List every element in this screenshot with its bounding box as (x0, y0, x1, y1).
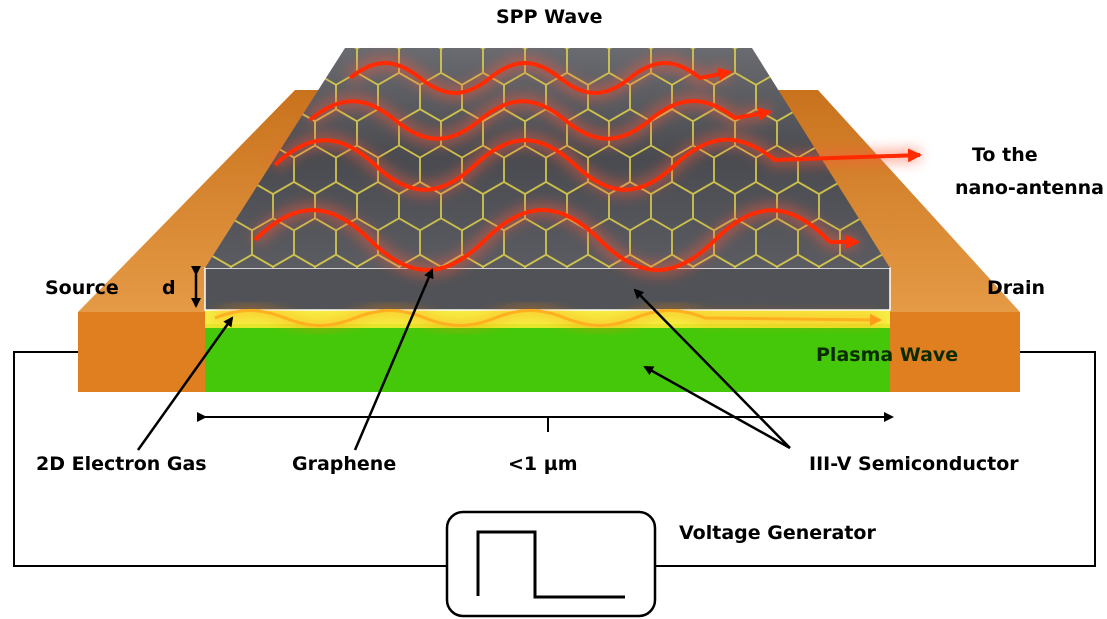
electron-gas-label: 2D Electron Gas (36, 453, 207, 475)
voltage-generator-box (445, 510, 657, 618)
thickness-label: d (162, 277, 176, 299)
source-contact-top (78, 90, 345, 312)
circuit-wire-right (655, 351, 1096, 567)
spp-wave (253, 61, 922, 272)
drain-label: Drain (987, 277, 1046, 299)
graphene-pointer (353, 268, 434, 451)
voltage-generator-label: Voltage Generator (679, 522, 876, 544)
source-contact-face (78, 312, 205, 392)
drain-contact-top (758, 90, 1020, 312)
nano-antenna-label: nano-antenna (955, 177, 1105, 199)
substrate-green (205, 324, 890, 392)
semiconductor-pointer-substrate (643, 365, 791, 450)
plasma-wave (214, 309, 882, 327)
square-pulse-icon (476, 530, 625, 599)
semiconductor-label: III-V Semiconductor (809, 453, 1019, 475)
to-the-label: To the (972, 144, 1038, 166)
plasma-wave-label: Plasma Wave (816, 344, 959, 366)
source-label: Source (45, 277, 119, 299)
circuit-wire-left (13, 351, 447, 567)
semiconductor-pointer-face (633, 288, 791, 449)
electron-gas-pointer (136, 316, 234, 451)
length-label: <1 µm (508, 453, 578, 475)
drain-contact-face (890, 312, 1020, 392)
graphene-label: Graphene (292, 453, 397, 475)
spp-wave-label: SPP Wave (496, 6, 603, 28)
semiconductor-face (204, 267, 891, 311)
